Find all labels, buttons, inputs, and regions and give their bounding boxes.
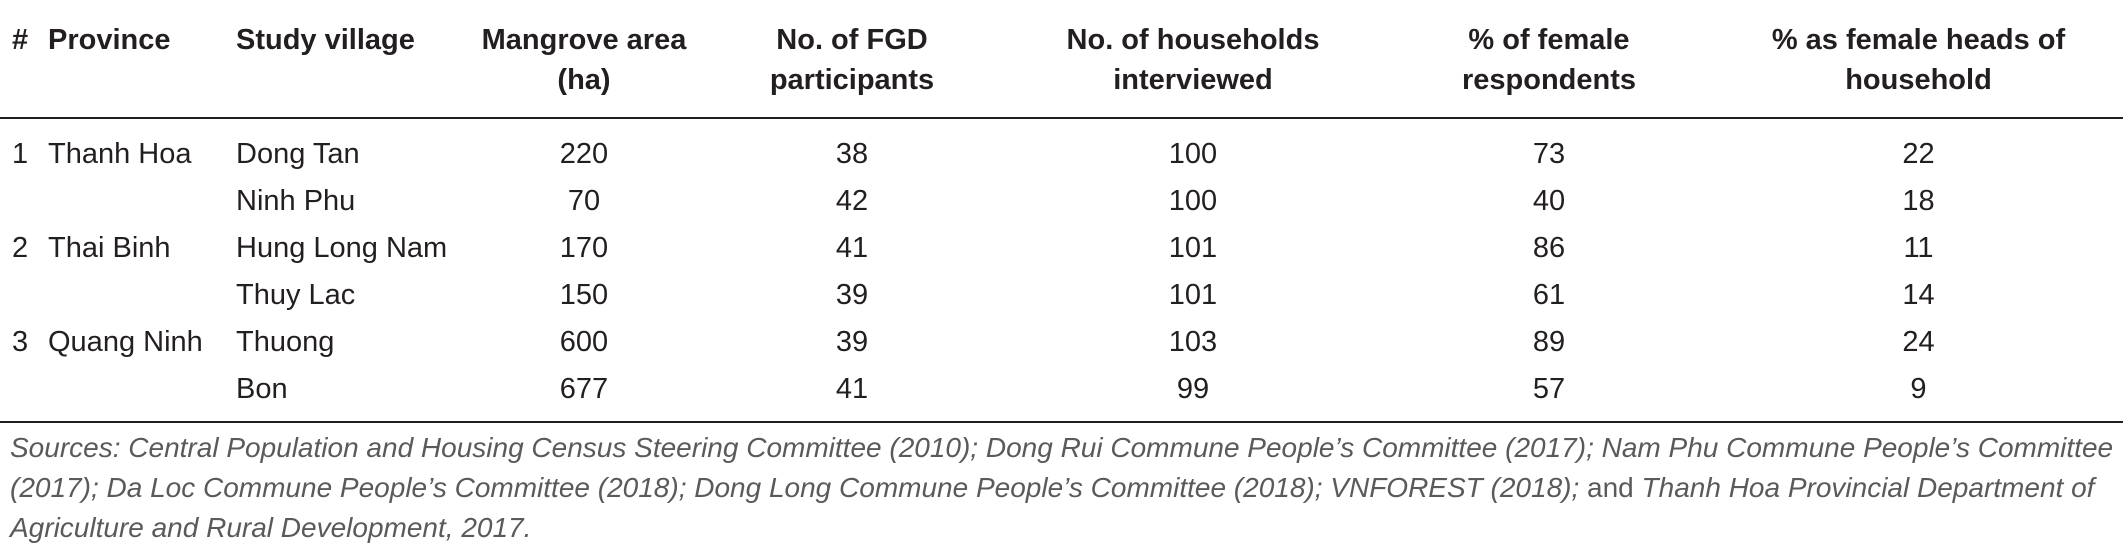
cell-index: [0, 366, 48, 423]
cell-households-interviewed: 101: [1168, 279, 1218, 311]
cell-female-respondents: 57: [1384, 366, 1714, 423]
header-line: Province: [48, 24, 171, 56]
header-line: % as female heads of: [1771, 24, 2066, 56]
cell-mangrove-area: 677: [466, 366, 702, 423]
cell-female-respondents: 61: [1532, 279, 1566, 311]
cell-households-interviewed: 100: [1168, 138, 1218, 170]
cell-female-heads: 11: [1903, 232, 1934, 264]
cell-province: [48, 272, 236, 319]
header-line: #: [12, 24, 29, 56]
header-province: Province: [48, 0, 236, 119]
data-table-container: # Province Study village Mangrove area (ha) N…: [0, 0, 2123, 423]
header-line: interviewed: [1113, 64, 1273, 96]
cell-fgd-participants: 39: [835, 326, 869, 358]
source-note: Sources: Central Population and Housing …: [10, 428, 2115, 548]
cell-province: [48, 366, 236, 423]
header-fgd-participants: No. of FGD participants: [702, 0, 1002, 119]
table-body: 1 Thanh Hoa Dong Tan 220 38 100 73 22 Ninh Phu 70…: [0, 118, 2123, 423]
cell-households-interviewed: 103: [1168, 326, 1218, 358]
cell-province: Quang Ninh: [48, 326, 203, 358]
cell-households-interviewed: 99: [1002, 366, 1384, 423]
cell-study-village: Ninh Phu: [236, 185, 356, 217]
header-row: # Province Study village Mangrove area (ha) N…: [0, 0, 2123, 119]
header-line: No. of FGD: [776, 24, 928, 56]
cell-index: 3: [12, 326, 29, 358]
cell-households-interviewed: 100: [1168, 185, 1218, 217]
table-row: 3 Quang Ninh Thuong 600 39 103 89 24: [0, 319, 2123, 366]
cell-mangrove-area: 220: [559, 138, 609, 170]
cell-fgd-participants: 41: [835, 232, 869, 264]
table-row: 2 Thai Binh Hung Long Nam 170 41 101 86 11: [0, 225, 2123, 272]
cell-mangrove-area: 70: [567, 185, 601, 217]
cell-province: [48, 178, 236, 225]
source-text: Central Population and Housing Census St…: [10, 432, 2114, 503]
cell-index: [0, 178, 48, 225]
cell-fgd-participants: 38: [835, 138, 869, 170]
cell-mangrove-area: 170: [559, 232, 609, 264]
cell-study-village: Bon: [236, 366, 466, 423]
header-line: (ha): [557, 64, 611, 96]
header-study-village: Study village: [236, 0, 466, 119]
cell-index: 2: [12, 232, 29, 264]
header-line: household: [1845, 64, 1992, 96]
cell-female-respondents: 89: [1532, 326, 1566, 358]
cell-mangrove-area: 150: [559, 279, 609, 311]
cell-study-village: Thuong: [236, 326, 335, 358]
header-index: #: [0, 0, 48, 119]
cell-study-village: Hung Long Nam: [236, 232, 448, 264]
table-row: Ninh Phu 70 42 100 40 18: [0, 178, 2123, 225]
cell-female-heads: 18: [1902, 185, 1935, 217]
header-line: Study village: [236, 24, 415, 56]
table-row: Bon 677 41 99 57 9: [0, 366, 2123, 423]
header-female-respondents: % of female respondents: [1384, 0, 1714, 119]
header-line: Mangrove area: [481, 24, 687, 56]
source-conjunction: and: [1579, 472, 1642, 503]
header-mangrove-area: Mangrove area (ha): [466, 0, 702, 119]
header-line: % of female: [1468, 24, 1630, 56]
cell-index: 1: [12, 138, 29, 170]
header-line: respondents: [1461, 64, 1637, 96]
cell-female-respondents: 40: [1532, 185, 1566, 217]
cell-province: Thanh Hoa: [48, 138, 192, 170]
cell-female-heads: 24: [1902, 326, 1935, 358]
cell-fgd-participants: 41: [702, 366, 1002, 423]
cell-female-heads: 22: [1902, 138, 1935, 170]
cell-index: [0, 272, 48, 319]
header-line: No. of households: [1066, 24, 1320, 56]
cell-province: Thai Binh: [48, 232, 171, 264]
table-header: # Province Study village Mangrove area (ha) N…: [0, 0, 2123, 119]
cell-female-respondents: 73: [1532, 138, 1566, 170]
source-label: Sources:: [10, 432, 121, 463]
table-row: Thuy Lac 150 39 101 61 14: [0, 272, 2123, 319]
cell-female-respondents: 86: [1532, 232, 1566, 264]
source-text-end: Thanh Hoa Provincial Department of Agric…: [10, 472, 2095, 543]
header-female-heads: % as female heads of household: [1714, 0, 2123, 119]
cell-households-interviewed: 101: [1168, 232, 1218, 264]
cell-fgd-participants: 39: [835, 279, 869, 311]
data-table: # Province Study village Mangrove area (ha) N…: [0, 0, 2123, 423]
table-row: 1 Thanh Hoa Dong Tan 220 38 100 73 22: [0, 118, 2123, 178]
header-households-interviewed: No. of households interviewed: [1002, 0, 1384, 119]
cell-mangrove-area: 600: [559, 326, 609, 358]
cell-study-village: Thuy Lac: [236, 279, 356, 311]
cell-female-heads: 14: [1902, 279, 1935, 311]
cell-study-village: Dong Tan: [236, 138, 360, 170]
header-line: participants: [769, 64, 935, 96]
cell-female-heads: 9: [1714, 366, 2123, 423]
cell-fgd-participants: 42: [835, 185, 869, 217]
